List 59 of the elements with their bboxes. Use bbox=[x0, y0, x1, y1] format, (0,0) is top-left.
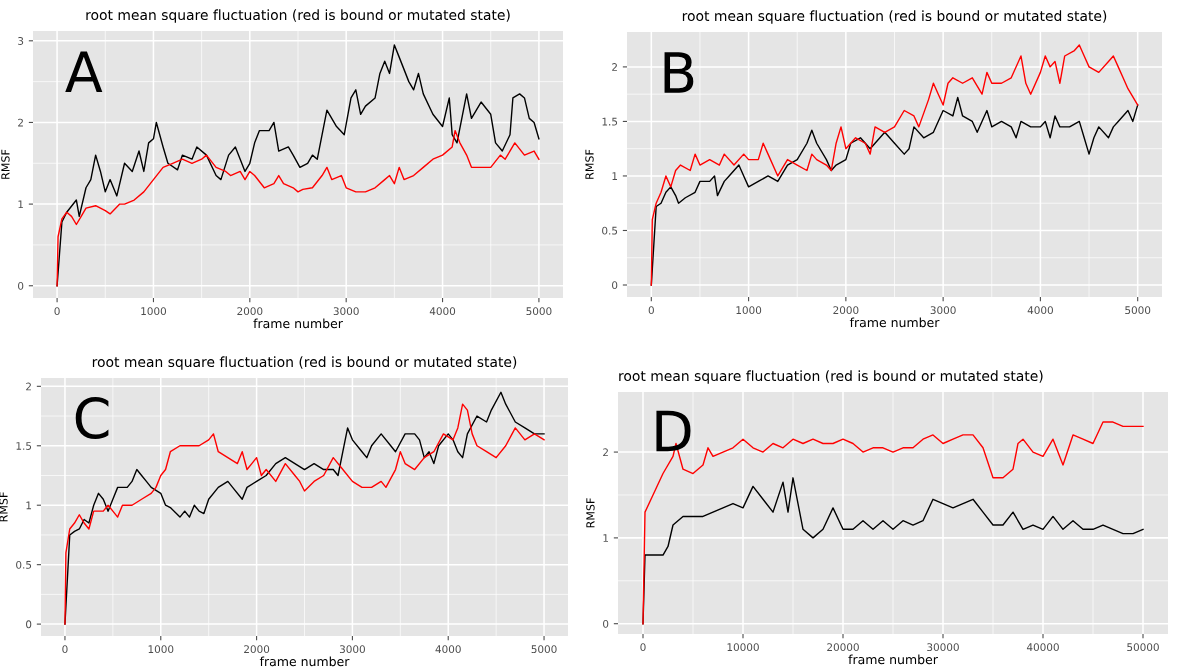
chart-title: root mean square fluctuation (red is bound or mutated state) bbox=[682, 10, 1107, 24]
y-tick-label: 2 bbox=[26, 382, 31, 391]
y-axis-title: RMSF bbox=[585, 149, 594, 179]
x-tick-label: 1000 bbox=[141, 307, 167, 316]
y-tick-label: 2 bbox=[18, 118, 23, 127]
x-tick-label: 30000 bbox=[927, 643, 959, 652]
x-tick-label: 4000 bbox=[1027, 306, 1053, 315]
y-axis-title: RMSF bbox=[1, 149, 10, 179]
x-axis-title: frame number bbox=[253, 318, 343, 329]
x-axis-title: frame number bbox=[848, 654, 938, 665]
x-tick-label: 20000 bbox=[827, 643, 859, 652]
x-tick-label: 10000 bbox=[727, 643, 759, 652]
x-tick-label: 5000 bbox=[1125, 306, 1151, 315]
x-tick-label: 40000 bbox=[1026, 643, 1059, 652]
x-tick-label: 3000 bbox=[339, 645, 365, 654]
annotation: D bbox=[656, 410, 691, 452]
y-tick-label: 1.5 bbox=[16, 442, 32, 450]
x-tick-label: 4000 bbox=[435, 645, 461, 654]
y-tick-label: 1.5 bbox=[602, 117, 618, 126]
y-tick-label: 0 bbox=[18, 281, 24, 290]
y-tick-label: 3 bbox=[18, 37, 24, 45]
x-tick-label: 0 bbox=[54, 307, 60, 316]
x-tick-label: 0 bbox=[62, 645, 68, 654]
annotation: C bbox=[75, 397, 109, 440]
y-tick-label: 1 bbox=[612, 172, 618, 180]
x-tick-label: 0 bbox=[648, 306, 654, 315]
x-tick-label: 3000 bbox=[333, 307, 359, 316]
y-tick-label: 0.5 bbox=[16, 560, 32, 569]
annotation: A bbox=[65, 51, 103, 92]
y-axis-title: RMSF bbox=[0, 492, 8, 522]
x-tick-label: 1000 bbox=[736, 306, 762, 315]
y-tick-label: 0 bbox=[26, 620, 32, 629]
line-series bbox=[56, 129, 540, 287]
x-tick-label: 5000 bbox=[526, 307, 552, 316]
y-tick-label: 2 bbox=[612, 63, 617, 71]
x-tick-label: 2000 bbox=[244, 645, 270, 654]
line-series bbox=[650, 44, 1139, 286]
annotation: B bbox=[664, 52, 694, 93]
x-tick-label: 50000 bbox=[1127, 643, 1159, 652]
x-tick-label: 0 bbox=[640, 643, 646, 652]
x-tick-label: 1000 bbox=[148, 645, 174, 654]
y-tick-label: 2 bbox=[603, 448, 608, 457]
x-tick-label: 2000 bbox=[833, 306, 859, 315]
y-tick-label: 1 bbox=[18, 200, 24, 209]
y-tick-label: 0.5 bbox=[602, 226, 618, 235]
x-tick-label: 3000 bbox=[930, 306, 956, 315]
x-tick-label: 2000 bbox=[237, 307, 263, 316]
y-tick-label: 1 bbox=[26, 501, 32, 510]
y-tick-label: 1 bbox=[603, 534, 609, 542]
y-axis-title: RMSF bbox=[586, 498, 595, 528]
x-tick-label: 4000 bbox=[429, 307, 456, 316]
x-tick-label: 5000 bbox=[531, 645, 557, 654]
chart-title: root mean square fluctuation (red is bound or mutated state) bbox=[86, 9, 510, 23]
x-axis-title: frame number bbox=[259, 656, 350, 667]
chart-title: root mean square fluctuation (red is bound or mutated state) bbox=[619, 370, 1043, 384]
y-tick-label: 0 bbox=[603, 619, 609, 628]
x-axis-title: frame number bbox=[849, 317, 940, 328]
y-tick-label: 0 bbox=[612, 281, 618, 290]
chart-title: root mean square fluctuation (red is bound or mutated state) bbox=[92, 356, 517, 370]
